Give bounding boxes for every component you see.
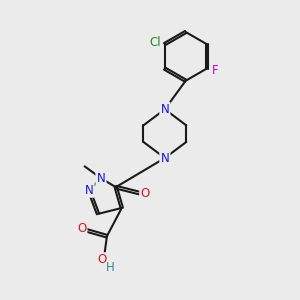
Text: N: N [160,103,169,116]
Text: N: N [85,184,93,196]
Text: Cl: Cl [150,36,161,49]
Text: O: O [140,187,150,200]
Text: N: N [160,152,169,164]
Text: O: O [77,222,86,235]
Text: N: N [97,172,105,185]
Text: O: O [98,254,107,266]
Text: F: F [212,64,218,76]
Text: H: H [106,261,115,274]
